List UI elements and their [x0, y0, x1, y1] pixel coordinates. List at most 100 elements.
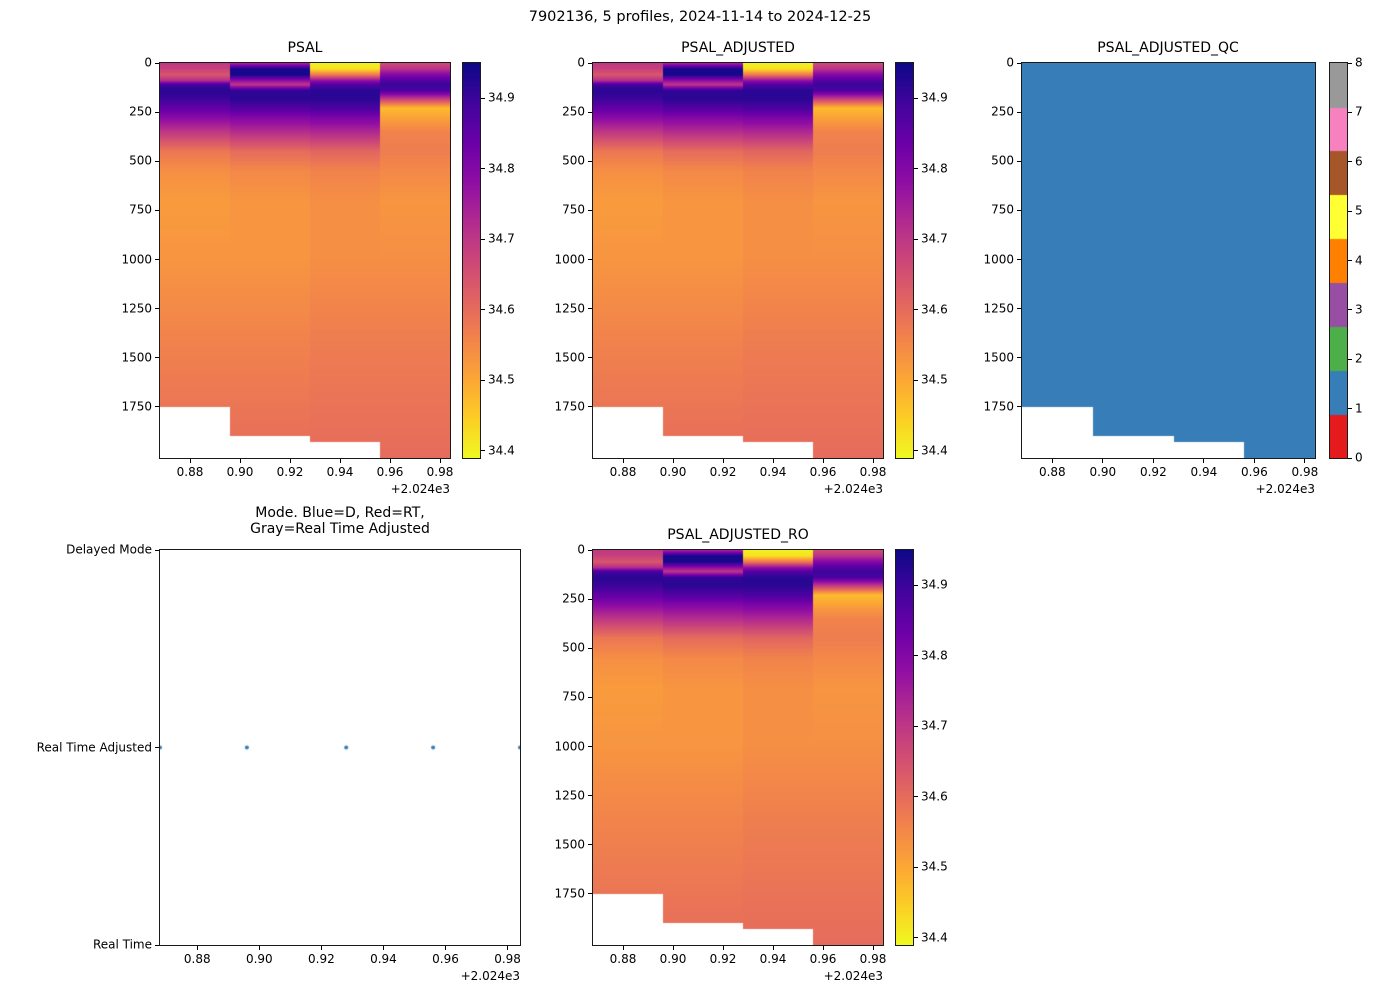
y-tick-label: 1500	[554, 837, 585, 852]
x-tick-label: 0.88	[609, 952, 637, 966]
x-tick-mark	[389, 459, 391, 463]
colorbar-tick-mark	[481, 238, 485, 240]
x-tick-label: 0.98	[859, 952, 887, 966]
x-tick-mark	[622, 459, 624, 463]
y-tick-mark	[155, 259, 159, 261]
y-tick-label: 500	[562, 153, 585, 168]
y-tick-label: 250	[562, 591, 585, 606]
y-tick-label: 750	[562, 202, 585, 217]
y-tick-label: 1500	[121, 350, 152, 365]
x-tick-label: 0.98	[494, 952, 521, 966]
x-tick-label: 0.98	[426, 465, 454, 479]
x-tick-mark	[1051, 459, 1053, 463]
x-tick-label: 0.96	[1241, 465, 1268, 479]
colorbar-tick-mark	[1348, 111, 1352, 113]
psal-adjusted-heatmap	[592, 62, 884, 459]
x-axis-offset-label: +2.024e3	[390, 482, 450, 496]
colorbar-tick-label: 34.7	[921, 718, 948, 733]
x-tick-mark	[1102, 459, 1104, 463]
y-tick-mark	[588, 357, 592, 359]
colorbar-tick-label: 34.9	[921, 90, 948, 105]
colorbar-tick-mark	[914, 238, 918, 240]
psal-adjusted-qc-heatmap	[1021, 62, 1316, 459]
colorbar-tick-mark	[914, 379, 918, 381]
x-tick-label: 0.98	[1291, 465, 1319, 479]
y-tick-mark	[155, 308, 159, 310]
x-tick-label: 0.88	[183, 952, 211, 966]
psal-adjusted-ro-colorbar	[895, 549, 914, 946]
colorbar-tick-label: 4	[1355, 253, 1363, 267]
y-tick-mark	[1017, 406, 1021, 408]
y-tick-mark	[588, 696, 592, 698]
y-tick-label: 500	[129, 153, 152, 168]
x-tick-mark	[439, 459, 441, 463]
y-tick-mark	[588, 62, 592, 64]
colorbar-tick-mark	[914, 97, 918, 99]
y-tick-mark	[588, 111, 592, 113]
colorbar-tick-mark	[481, 168, 485, 170]
y-tick-mark	[588, 549, 592, 551]
y-tick-mark	[155, 357, 159, 359]
y-tick-label: 1750	[121, 399, 152, 414]
x-tick-label: 0.92	[709, 465, 737, 479]
x-tick-label: 0.92	[276, 465, 304, 479]
colorbar-tick-label: 8	[1355, 55, 1363, 70]
y-tick-mark	[1017, 111, 1021, 113]
y-tick-mark	[588, 406, 592, 408]
y-tick-label: 250	[129, 104, 152, 119]
y-tick-label: 1250	[121, 301, 152, 316]
x-tick-label: 0.90	[1089, 465, 1117, 479]
psal-adjusted-colorbar	[895, 62, 914, 459]
y-tick-label: 1000	[554, 739, 585, 754]
colorbar-tick-label: 34.7	[921, 231, 948, 246]
x-tick-mark	[196, 946, 198, 950]
y-tick-label: 1250	[554, 301, 585, 316]
colorbar-tick-label: 34.7	[488, 231, 515, 246]
x-tick-mark	[772, 946, 774, 950]
y-tick-mark	[588, 795, 592, 797]
y-tick-mark	[588, 746, 592, 748]
colorbar-tick-mark	[914, 584, 918, 586]
mode-category-label: Real Time Adjusted	[36, 740, 152, 754]
x-tick-label: 0.96	[809, 952, 837, 966]
y-tick-label: 1250	[983, 301, 1014, 316]
y-tick-label: 250	[562, 104, 585, 119]
y-tick-mark	[588, 844, 592, 846]
colorbar-tick-label: 34.9	[921, 577, 948, 592]
colorbar-tick-label: 0	[1355, 450, 1363, 465]
x-tick-label: 0.90	[245, 952, 273, 966]
colorbar-tick-mark	[914, 168, 918, 170]
y-tick-mark	[1017, 308, 1021, 310]
y-tick-mark	[155, 62, 159, 64]
psal-adjusted-ro-heatmap	[592, 549, 884, 946]
colorbar-tick-label: 34.8	[921, 161, 948, 176]
colorbar-tick-mark	[914, 796, 918, 798]
subplot-title-psal-adjusted-qc: PSAL_ADJUSTED_QC	[1097, 40, 1239, 56]
y-tick-mark	[588, 893, 592, 895]
x-tick-mark	[382, 946, 384, 950]
x-axis-offset-label: +2.024e3	[460, 969, 520, 983]
x-axis-offset-label: +2.024e3	[1255, 482, 1315, 496]
x-tick-label: 0.88	[609, 465, 637, 479]
x-tick-mark	[672, 459, 674, 463]
colorbar-tick-mark	[1348, 408, 1352, 410]
x-tick-label: 0.96	[432, 952, 459, 966]
x-tick-mark	[339, 459, 341, 463]
x-tick-label: 0.92	[308, 952, 335, 966]
x-tick-label: 0.96	[809, 465, 837, 479]
mode-category-label: Real Time	[92, 937, 152, 952]
y-tick-mark	[155, 160, 159, 162]
y-tick-mark	[155, 111, 159, 113]
x-tick-label: 0.90	[659, 952, 687, 966]
colorbar-tick-label: 34.8	[488, 161, 515, 176]
colorbar-tick-mark	[1348, 62, 1352, 64]
y-tick-label: 750	[991, 202, 1014, 217]
y-tick-label: 250	[991, 104, 1014, 119]
y-tick-mark	[588, 647, 592, 649]
psal-adjusted-qc-colorbar	[1329, 62, 1348, 459]
colorbar-tick-mark	[914, 725, 918, 727]
y-tick-label: 1750	[554, 399, 585, 414]
x-tick-label: 0.88	[176, 465, 204, 479]
y-tick-label: 1000	[121, 252, 152, 267]
x-tick-mark	[1152, 459, 1154, 463]
